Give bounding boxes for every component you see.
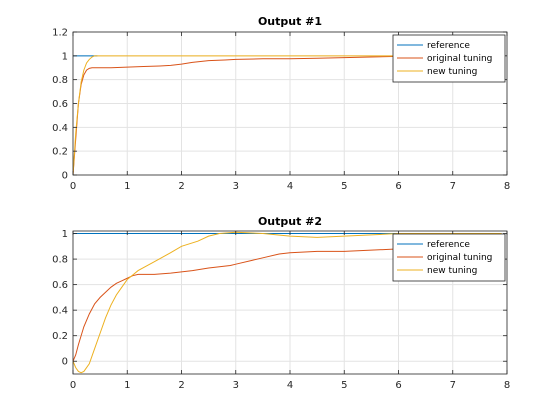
x-tick-label: 1: [124, 380, 130, 391]
chart-title: Output #1: [258, 15, 322, 28]
series-line-new-tuning: [73, 231, 502, 374]
legend-entry: new tuning: [427, 266, 477, 276]
x-tick-label: 2: [178, 181, 184, 192]
x-tick-label: 0: [70, 380, 76, 391]
x-tick-label: 5: [341, 380, 347, 391]
x-tick-label: 2: [178, 380, 184, 391]
y-tick-label: 0.2: [52, 147, 68, 158]
x-tick-label: 6: [395, 181, 401, 192]
series-line-original-tuning: [73, 55, 502, 175]
x-tick-label: 0: [70, 181, 76, 192]
x-tick-label: 1: [124, 181, 130, 192]
series-line-original-tuning: [73, 236, 502, 362]
x-tick-label: 4: [287, 181, 293, 192]
legend: reference original tuning new tuning: [392, 233, 506, 282]
x-tick-label: 5: [341, 181, 347, 192]
legend-entry: original tuning: [427, 54, 492, 64]
legend-entry: reference: [427, 41, 470, 51]
legend-entry: original tuning: [427, 253, 492, 263]
y-tick-label: 0.4: [52, 123, 68, 134]
y-tick-label: 1.2: [52, 28, 68, 39]
y-tick-label: 0.2: [52, 331, 68, 342]
x-tick-label: 4: [287, 380, 293, 391]
x-tick-label: 7: [450, 181, 456, 192]
x-tick-label: 3: [233, 181, 239, 192]
x-tick-label: 6: [395, 380, 401, 391]
y-tick-label: 0.6: [52, 280, 68, 291]
chart-title: Output #2: [258, 215, 322, 228]
x-tick-label: 8: [504, 181, 510, 192]
y-tick-label: 0.4: [52, 306, 68, 317]
series-line-new-tuning: [73, 55, 502, 175]
legend-entry: new tuning: [427, 67, 477, 77]
y-tick-label: 0: [62, 171, 68, 182]
y-tick-label: 0.8: [52, 255, 68, 266]
subplot-output-1: 0 1 2 3 4 5 6 7 8 0 0.2 0.4 0.6 0.8 1 1.2 reference origi…: [52, 15, 510, 192]
x-tick-label: 8: [504, 380, 510, 391]
x-tick-label: 7: [450, 380, 456, 391]
subplot-output-2: 0 1 2 3 4 5 6 7 8 0 0.2 0.4 0.6 0.8 1 reference original…: [52, 215, 510, 391]
legend-entry: reference: [427, 240, 470, 250]
y-tick-label: 0: [62, 357, 68, 368]
x-tick-label: 3: [233, 380, 239, 391]
legend: reference original tuning new tuning: [392, 34, 506, 83]
y-tick-label: 1: [62, 229, 68, 240]
y-tick-label: 0.6: [52, 99, 68, 110]
y-tick-label: 0.8: [52, 75, 68, 86]
y-tick-label: 1: [62, 51, 68, 62]
